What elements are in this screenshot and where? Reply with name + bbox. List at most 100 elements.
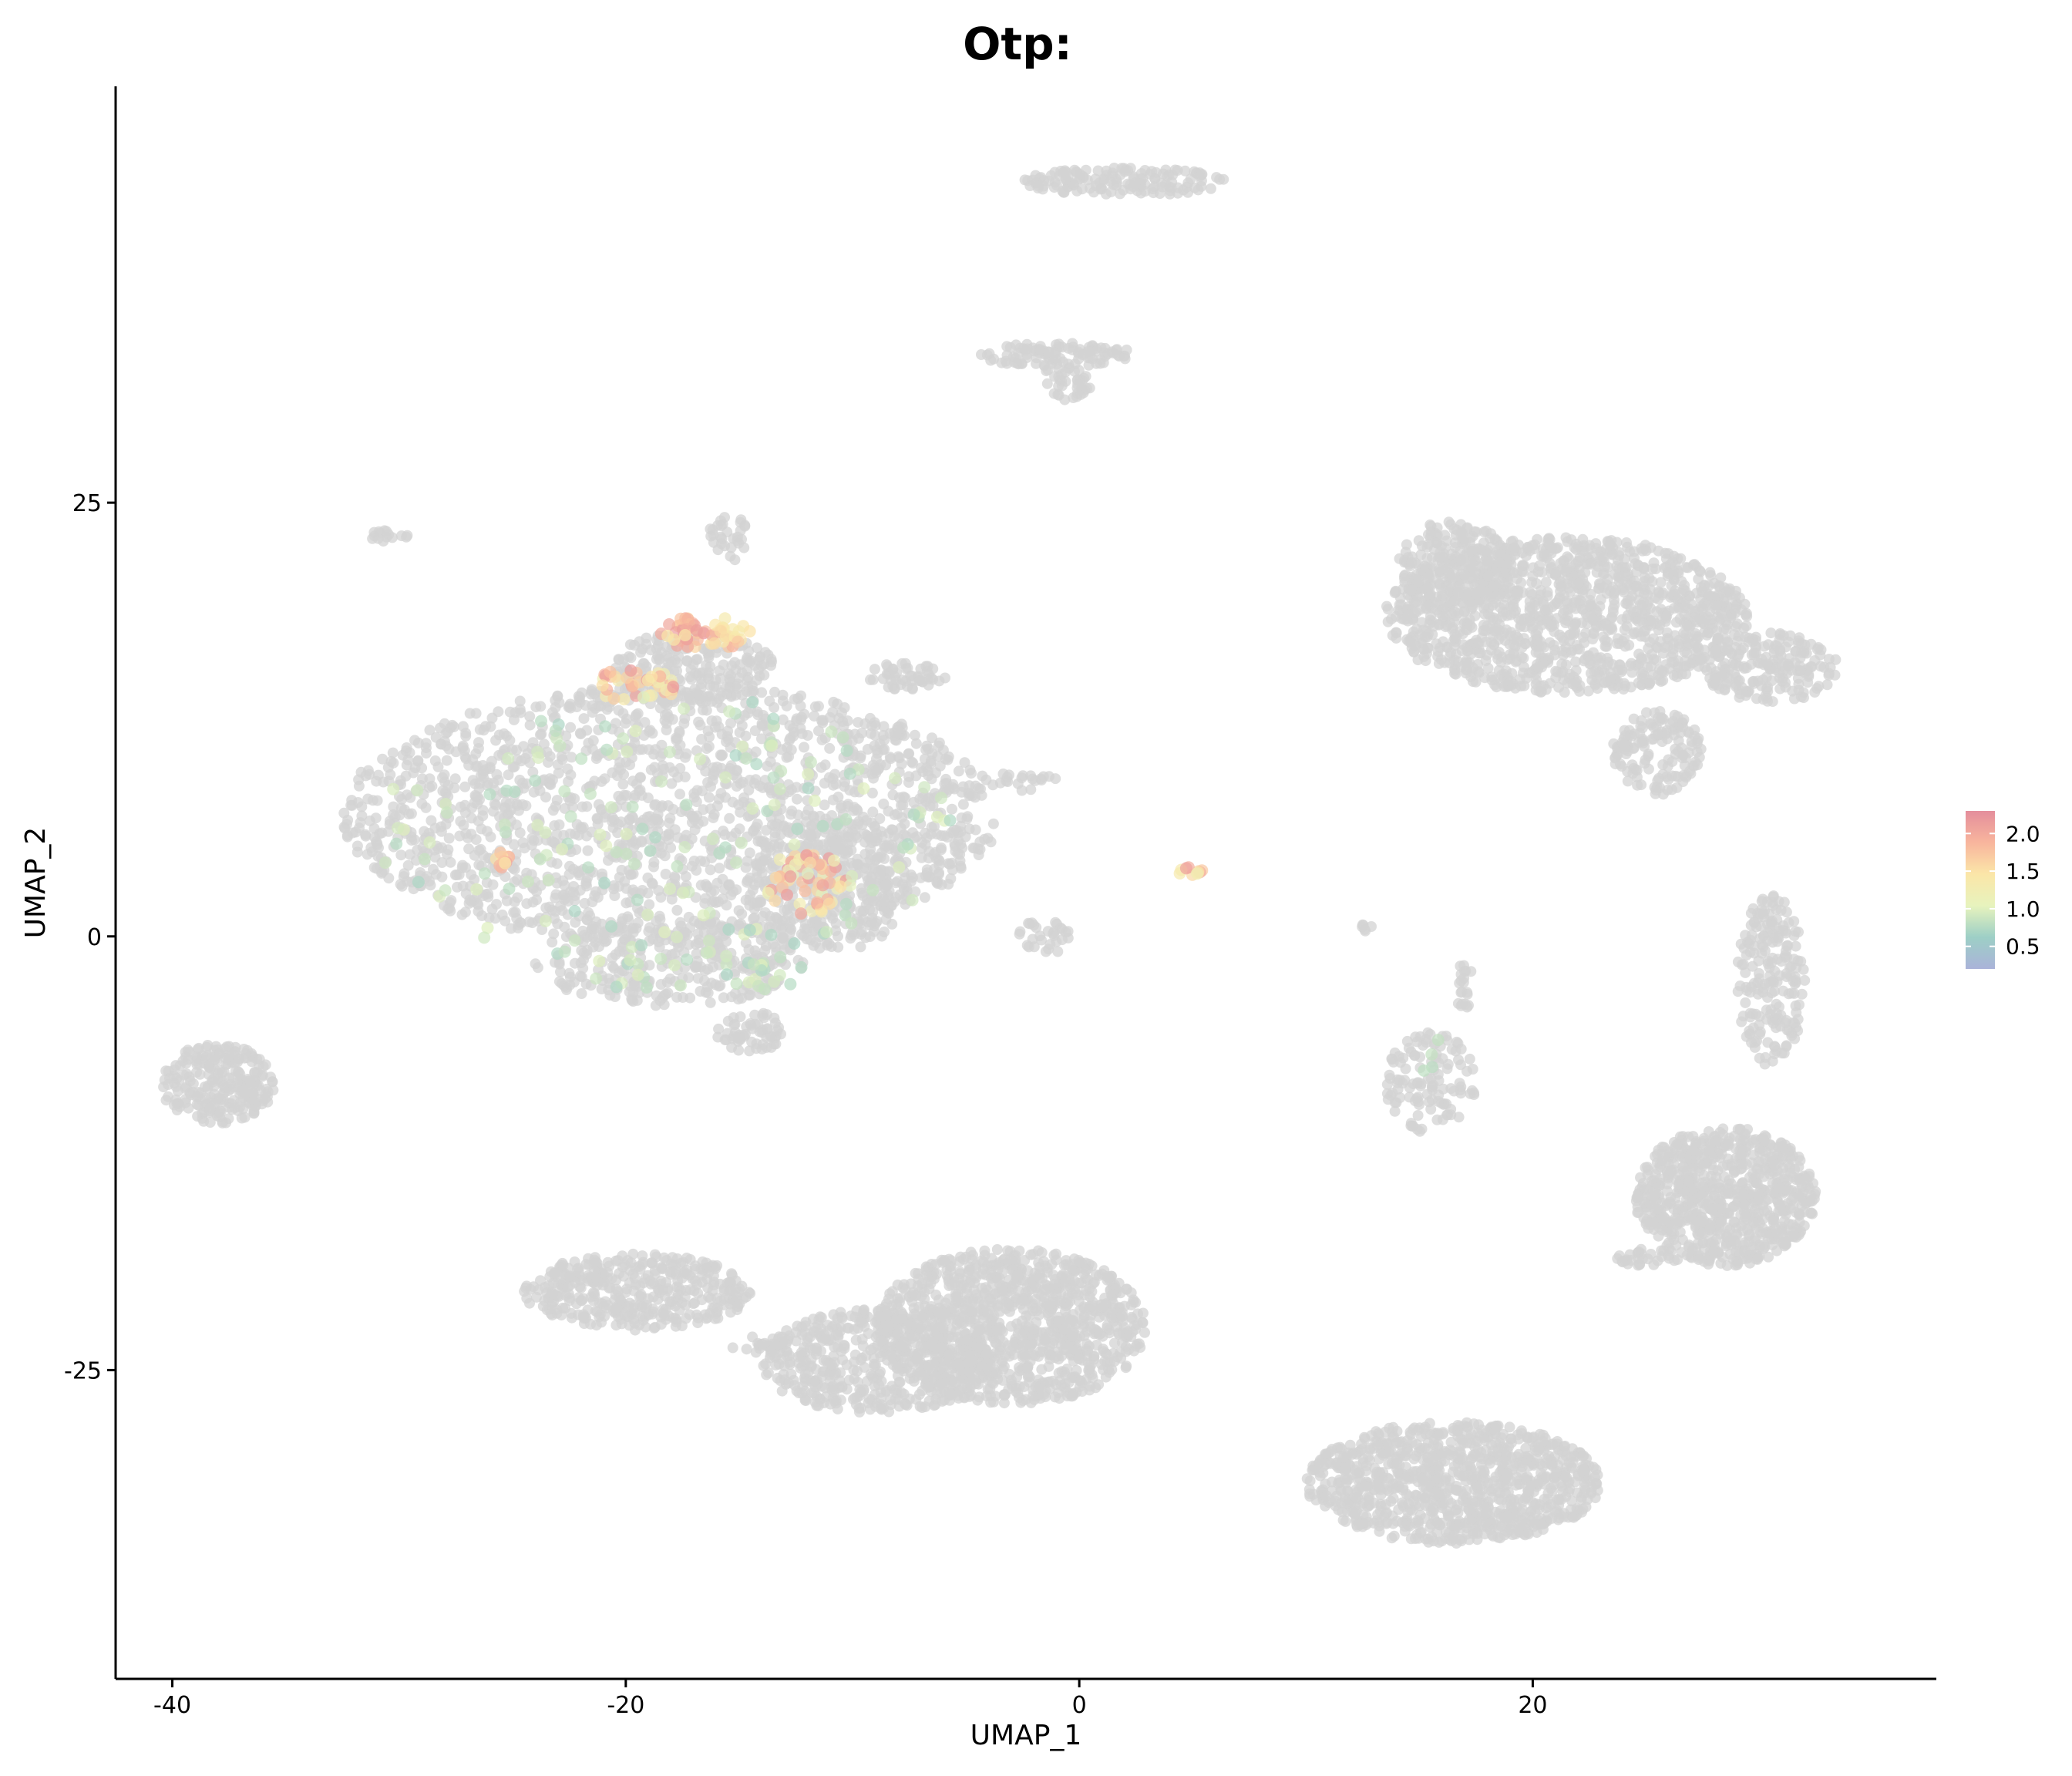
cell-point (248, 1108, 260, 1119)
cell-point (671, 991, 683, 1003)
cell-point (1027, 933, 1038, 945)
cell-point (669, 873, 681, 884)
cell-point (591, 750, 603, 762)
cell-point (657, 760, 668, 772)
cell-point (406, 835, 417, 846)
cell-point (1085, 352, 1096, 364)
cell-point (1523, 668, 1535, 678)
cell-point (664, 817, 674, 829)
cell-point (1560, 564, 1572, 576)
cell-point (1043, 346, 1054, 358)
cell-point (456, 909, 468, 920)
cell-point (675, 920, 687, 932)
cell-point (909, 729, 920, 741)
cell-point (1559, 687, 1570, 698)
cell-point (569, 957, 580, 969)
cell-point (535, 701, 547, 712)
cell-point (726, 831, 738, 843)
cell-point (1560, 641, 1572, 653)
cell-point (1028, 920, 1040, 931)
cell-point (547, 937, 558, 948)
cell-point (455, 816, 466, 827)
cell-point (740, 862, 752, 873)
cell-point (1584, 600, 1596, 611)
cell-point (402, 859, 414, 871)
cell-point (1432, 554, 1444, 566)
cell-point (1509, 634, 1520, 645)
cell-point (1572, 644, 1583, 654)
cell-point (920, 870, 931, 882)
cell-point (576, 988, 587, 999)
cell-point (374, 828, 385, 839)
cell-point (644, 899, 655, 910)
cell-point (1741, 621, 1752, 632)
cell-point (735, 659, 746, 671)
cell-point (460, 730, 472, 742)
cell-point (508, 906, 520, 918)
cell-point (500, 796, 512, 808)
cell-point (1514, 674, 1525, 685)
cell-point (402, 754, 414, 765)
cell-point (1640, 754, 1651, 765)
cell-point (955, 839, 967, 850)
cell-point (449, 782, 460, 794)
cell-point (870, 917, 882, 929)
cell-point (813, 725, 824, 737)
cell-point (1490, 597, 1501, 608)
cell-point (221, 1041, 233, 1052)
cell-point (550, 695, 561, 706)
cell-point (748, 824, 760, 836)
cell-point (1182, 177, 1194, 189)
cell-point (470, 708, 482, 719)
cell-point (1382, 604, 1394, 615)
cell-point (1435, 583, 1447, 594)
cell-point (1729, 603, 1741, 614)
cell-point (1413, 535, 1424, 547)
cell-point (233, 1053, 244, 1065)
cell-point (1567, 678, 1579, 690)
cell-point (353, 774, 365, 785)
cell-point (440, 819, 452, 830)
cell-point (177, 1055, 189, 1067)
cell-point (709, 765, 721, 777)
cell-point (443, 832, 455, 844)
cell-point (1192, 184, 1204, 196)
cell-point (813, 701, 824, 712)
cell-point (830, 917, 842, 929)
cell-point (1605, 540, 1616, 551)
cell-point (1058, 187, 1070, 198)
cell-point (1625, 594, 1636, 606)
cell-point (1613, 570, 1624, 582)
cell-point (879, 926, 890, 937)
cell-point (1663, 568, 1674, 579)
cell-point (1016, 772, 1028, 784)
cell-point (1505, 609, 1516, 621)
cell-point (1423, 529, 1434, 540)
cell-point (801, 933, 812, 945)
cell-point (799, 742, 809, 753)
cell-point (844, 785, 856, 796)
cell-point (581, 880, 592, 892)
cell-point (869, 664, 880, 675)
cell-point (1455, 554, 1467, 566)
cell-point (1440, 621, 1451, 633)
cell-point (614, 880, 625, 892)
cell-point (622, 924, 633, 936)
cell-point (1030, 775, 1041, 786)
cell-point (655, 979, 667, 990)
cell-point (202, 1082, 214, 1094)
cell-point (927, 732, 937, 744)
cell-point (923, 770, 934, 782)
cell-point (718, 992, 729, 1004)
cell-point (865, 849, 876, 860)
cell-point (1110, 345, 1122, 356)
cell-point (648, 861, 659, 873)
cell-point (731, 884, 742, 896)
cell-point (1622, 775, 1633, 787)
cell-point (1544, 637, 1556, 648)
cell-point (1694, 565, 1705, 577)
cell-point (1395, 599, 1407, 610)
cell-point (385, 769, 396, 780)
cell-point (1555, 581, 1566, 593)
